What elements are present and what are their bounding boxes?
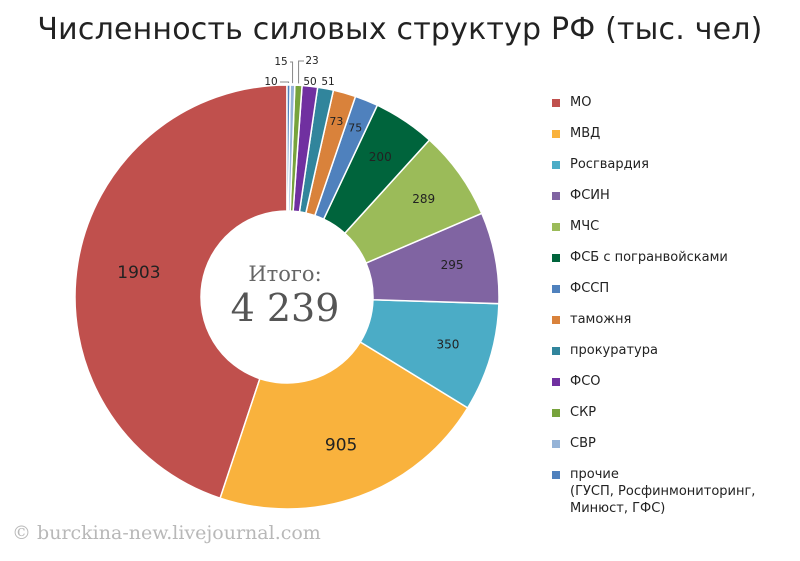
- watermark: © burckina-new.livejournal.com: [12, 522, 321, 544]
- slice-labels: 1903 905 350 295 289 200 75 73 51 50 23 15 10: [117, 55, 463, 455]
- legend-label-12: прочие (ГУСП, Росфинмониторинг, Минюст, ГФ…: [570, 467, 756, 516]
- legend-label-4: МЧС: [570, 219, 600, 234]
- legend-label-5: ФСБ с погранвойсками: [570, 250, 728, 265]
- legend-item-8: прокуратура: [552, 342, 658, 359]
- legend-item-9: ФСО: [552, 373, 601, 390]
- slice-1: [219, 340, 469, 510]
- chart-title: Численность силовых структур РФ (тыс. че…: [37, 12, 763, 47]
- leader-line-10: [298, 60, 304, 84]
- legend-swatch-2: [552, 161, 560, 169]
- legend-label-7: таможня: [570, 312, 632, 327]
- legend-label-8: прокуратура: [570, 343, 658, 358]
- legend-label-10: СКР: [570, 405, 597, 420]
- legend-item-2: Росгвардия: [552, 156, 649, 173]
- donut-slices: [74, 84, 500, 510]
- legend-swatch-12: [552, 471, 560, 479]
- legend-item-11: СВР: [552, 435, 596, 452]
- leader-lines: [280, 60, 304, 84]
- legend-swatch-3: [552, 192, 560, 200]
- slice-0: [74, 84, 288, 500]
- legend-note-line-1: Минюст, ГФС): [570, 501, 666, 516]
- legend-label-2: Росгвардия: [570, 157, 649, 172]
- center-total-value: 4 239: [230, 286, 340, 330]
- legend-swatch-8: [552, 347, 560, 355]
- legend-item-3: ФСИН: [552, 187, 610, 204]
- slice-12: [286, 84, 291, 212]
- legend-label-3: ФСИН: [570, 188, 610, 203]
- legend-item-6: ФССП: [552, 280, 609, 297]
- legend-item-4: МЧС: [552, 218, 599, 235]
- data-label-12: 10: [264, 76, 277, 88]
- legend-item-5: ФСБ с погранвойсками: [552, 249, 728, 266]
- data-label-8: 51: [321, 76, 334, 88]
- data-label-9: 50: [303, 76, 316, 88]
- legend-swatch-7: [552, 316, 560, 324]
- data-label-3: 295: [441, 258, 464, 272]
- data-label-6: 75: [348, 121, 362, 134]
- data-label-2: 350: [436, 338, 459, 352]
- center-total-label: Итого:: [248, 262, 322, 286]
- legend-swatch-4: [552, 223, 560, 231]
- leader-line-11: [290, 61, 294, 84]
- legend-note-line-0: (ГУСП, Росфинмониторинг,: [570, 484, 756, 499]
- legend-label-1: МВД: [570, 126, 601, 141]
- legend-label-6: ФССП: [570, 281, 610, 296]
- data-label-1: 905: [325, 435, 357, 455]
- legend-label-11: СВР: [570, 436, 596, 451]
- legend-item-0: МО: [552, 94, 591, 111]
- legend-label-9: ФСО: [570, 374, 601, 389]
- data-label-0: 1903: [117, 263, 160, 283]
- legend-swatch-6: [552, 285, 560, 293]
- data-label-7: 73: [329, 115, 343, 128]
- legend-swatch-9: [552, 378, 560, 386]
- legend-item-10: СКР: [552, 404, 596, 421]
- data-label-10: 23: [305, 55, 318, 67]
- legend-item-1: МВД: [552, 125, 600, 142]
- legend-swatch-5: [552, 254, 560, 262]
- legend-swatch-0: [552, 99, 560, 107]
- legend-swatch-11: [552, 440, 560, 448]
- data-label-4: 289: [412, 192, 435, 206]
- legend-swatch-1: [552, 130, 560, 138]
- legend-swatch-10: [552, 409, 560, 417]
- data-label-5: 200: [369, 150, 392, 164]
- leader-line-12: [280, 81, 290, 84]
- legend-item-7: таможня: [552, 311, 631, 328]
- data-label-11: 15: [274, 56, 287, 68]
- legend-item-12: прочие (ГУСП, Росфинмониторинг, Минюст, ГФ…: [552, 466, 755, 517]
- legend-label-0: МО: [570, 95, 592, 110]
